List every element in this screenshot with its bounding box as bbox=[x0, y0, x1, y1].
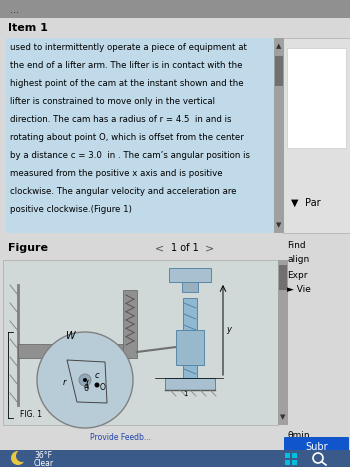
FancyBboxPatch shape bbox=[165, 378, 215, 390]
Text: ▼: ▼ bbox=[276, 222, 282, 228]
FancyBboxPatch shape bbox=[123, 290, 137, 358]
Text: FIG. 1: FIG. 1 bbox=[20, 410, 42, 419]
Text: <: < bbox=[155, 243, 164, 253]
Text: Figure: Figure bbox=[8, 243, 48, 253]
Circle shape bbox=[79, 374, 91, 386]
Text: ▼: ▼ bbox=[280, 414, 286, 420]
Circle shape bbox=[37, 332, 133, 428]
Text: 36°F: 36°F bbox=[34, 451, 52, 460]
Text: ▲: ▲ bbox=[276, 43, 282, 49]
FancyBboxPatch shape bbox=[183, 298, 197, 390]
Text: ► Vie: ► Vie bbox=[287, 285, 311, 295]
FancyBboxPatch shape bbox=[287, 48, 346, 148]
FancyBboxPatch shape bbox=[292, 453, 297, 458]
FancyBboxPatch shape bbox=[285, 453, 290, 458]
Text: Find: Find bbox=[287, 241, 306, 249]
FancyBboxPatch shape bbox=[0, 0, 350, 18]
FancyBboxPatch shape bbox=[283, 38, 350, 233]
FancyBboxPatch shape bbox=[169, 268, 211, 282]
FancyBboxPatch shape bbox=[0, 450, 350, 467]
Text: O: O bbox=[100, 383, 106, 392]
FancyBboxPatch shape bbox=[278, 260, 288, 425]
Text: direction. The cam has a radius of r = 4.5  in and is: direction. The cam has a radius of r = 4… bbox=[10, 115, 231, 125]
Text: used to intermittently operate a piece of equipment at: used to intermittently operate a piece o… bbox=[10, 43, 247, 52]
Text: measured from the positive x axis and is positive: measured from the positive x axis and is… bbox=[10, 170, 223, 178]
FancyBboxPatch shape bbox=[284, 437, 349, 457]
FancyBboxPatch shape bbox=[285, 460, 290, 465]
Text: Clear: Clear bbox=[34, 459, 54, 467]
Text: y: y bbox=[226, 325, 231, 334]
FancyBboxPatch shape bbox=[279, 265, 287, 290]
Circle shape bbox=[11, 451, 25, 465]
Text: clockwise. The angular velocity and acceleration are: clockwise. The angular velocity and acce… bbox=[10, 187, 237, 197]
FancyBboxPatch shape bbox=[18, 344, 130, 358]
Text: c: c bbox=[95, 371, 100, 380]
Text: Subr: Subr bbox=[305, 442, 328, 452]
Text: ...: ... bbox=[10, 5, 19, 15]
Text: align: align bbox=[287, 255, 309, 264]
Text: ▼: ▼ bbox=[291, 198, 299, 208]
Text: θmin: θmin bbox=[288, 431, 311, 439]
Circle shape bbox=[83, 378, 87, 382]
Text: Item 1: Item 1 bbox=[8, 23, 48, 33]
FancyBboxPatch shape bbox=[292, 460, 297, 465]
Text: Expr: Expr bbox=[287, 270, 308, 280]
Text: 1 of 1: 1 of 1 bbox=[171, 243, 199, 253]
Text: the end of a lifter arm. The lifter is in contact with the: the end of a lifter arm. The lifter is i… bbox=[10, 62, 243, 71]
Text: rotating about point O, which is offset from the center: rotating about point O, which is offset … bbox=[10, 134, 244, 142]
Text: Provide Feedb...: Provide Feedb... bbox=[90, 432, 150, 441]
Text: Par: Par bbox=[305, 198, 321, 208]
FancyBboxPatch shape bbox=[275, 56, 283, 86]
Text: θ: θ bbox=[84, 384, 89, 393]
FancyBboxPatch shape bbox=[176, 330, 204, 365]
Text: by a distance c = 3.0  in . The cam’s angular position is: by a distance c = 3.0 in . The cam’s ang… bbox=[10, 151, 250, 161]
FancyBboxPatch shape bbox=[182, 282, 198, 292]
Circle shape bbox=[16, 450, 28, 462]
Text: >: > bbox=[205, 243, 215, 253]
FancyBboxPatch shape bbox=[274, 38, 284, 233]
FancyBboxPatch shape bbox=[6, 38, 274, 233]
Text: 1: 1 bbox=[183, 391, 187, 397]
Text: r: r bbox=[63, 378, 66, 387]
FancyBboxPatch shape bbox=[3, 260, 278, 425]
Circle shape bbox=[94, 382, 99, 388]
Text: lifter is constrained to move only in the vertical: lifter is constrained to move only in th… bbox=[10, 98, 215, 106]
Text: highest point of the cam at the instant shown and the: highest point of the cam at the instant … bbox=[10, 79, 244, 89]
Text: W: W bbox=[65, 331, 75, 341]
Text: positive clockwise.(Figure 1): positive clockwise.(Figure 1) bbox=[10, 205, 132, 214]
